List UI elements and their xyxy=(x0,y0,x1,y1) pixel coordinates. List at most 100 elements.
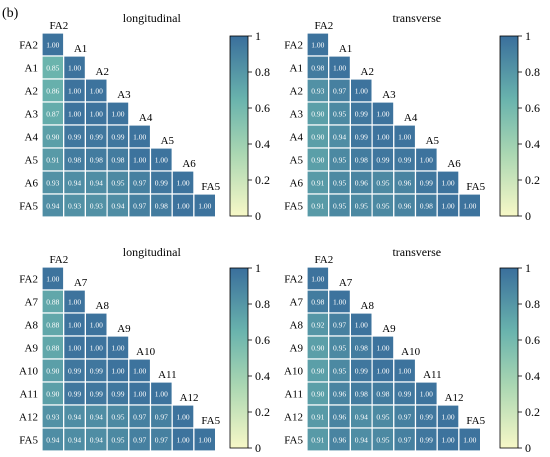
colorbar-tick-label: 0.2 xyxy=(525,173,540,187)
row-label: A9 xyxy=(290,343,304,355)
cell-value: 1.00 xyxy=(111,366,124,375)
column-label: A5 xyxy=(426,135,440,147)
column-label: A7 xyxy=(74,277,88,289)
cell-value: 0.98 xyxy=(355,389,368,398)
cell-value: 1.00 xyxy=(398,366,411,375)
cell-value: 0.99 xyxy=(355,366,368,375)
cell-value: 0.87 xyxy=(46,109,59,118)
cell-value: 0.94 xyxy=(68,435,81,444)
row-label: A5 xyxy=(290,155,304,167)
row-label: A2 xyxy=(290,86,303,98)
colorbar xyxy=(499,267,519,449)
cell-value: 0.91 xyxy=(311,412,324,421)
cell-value: 0.91 xyxy=(311,201,324,210)
colorbar-tick-label: 1 xyxy=(255,29,261,43)
cell-value: 0.99 xyxy=(420,178,433,187)
cell-value: 0.98 xyxy=(376,389,389,398)
column-label: A8 xyxy=(361,300,375,312)
column-label: A12 xyxy=(445,392,464,404)
row-label: A6 xyxy=(25,178,39,190)
cell-value: 1.00 xyxy=(376,343,389,352)
cell-value: 1.00 xyxy=(111,109,124,118)
chart-title: longitudinal xyxy=(123,11,182,25)
cell-value: 1.00 xyxy=(90,86,103,95)
cell-value: 1.00 xyxy=(111,343,124,352)
cell-value: 0.96 xyxy=(398,201,411,210)
colorbar-tick-label: 0 xyxy=(255,441,261,455)
cell-value: 0.95 xyxy=(376,178,389,187)
column-label: A3 xyxy=(117,89,131,101)
cell-value: 1.00 xyxy=(90,109,103,118)
row-label: A4 xyxy=(290,132,304,144)
column-label: A9 xyxy=(117,323,131,335)
column-label: A10 xyxy=(401,346,420,358)
cell-value: 0.99 xyxy=(90,389,103,398)
cell-value: 0.94 xyxy=(90,412,103,421)
colorbar-tick-label: 0.6 xyxy=(255,333,270,347)
colorbar-tick-label: 1 xyxy=(525,261,531,275)
cell-value: 1.00 xyxy=(176,412,189,421)
cell-value: 0.98 xyxy=(355,155,368,164)
row-label: A2 xyxy=(25,86,38,98)
column-label: FA2 xyxy=(49,254,68,266)
cell-value: 0.97 xyxy=(133,412,146,421)
column-label: FA5 xyxy=(466,181,485,193)
cell-value: 0.90 xyxy=(311,155,324,164)
cell-value: 0.92 xyxy=(311,320,324,329)
cell-value: 0.96 xyxy=(333,389,346,398)
cell-value: 1.00 xyxy=(176,201,189,210)
cell-value: 0.97 xyxy=(398,412,411,421)
cell-value: 0.95 xyxy=(333,109,346,118)
colorbar-tick-label: 0.6 xyxy=(525,333,540,347)
colorbar-tick-label: 0 xyxy=(525,441,531,455)
cell-value: 0.95 xyxy=(333,178,346,187)
cell-value: 0.95 xyxy=(333,155,346,164)
chart-title: longitudinal xyxy=(123,245,182,259)
cell-value: 0.88 xyxy=(46,343,59,352)
colorbar-tick-label: 1 xyxy=(255,261,261,275)
cell-value: 1.00 xyxy=(311,40,324,49)
row-label: FA5 xyxy=(284,435,303,447)
cell-value: 0.88 xyxy=(46,320,59,329)
cell-value: 0.97 xyxy=(333,86,346,95)
row-label: A7 xyxy=(290,297,304,309)
cell-value: 0.99 xyxy=(68,366,81,375)
cell-value: 0.99 xyxy=(376,155,389,164)
cell-value: 0.90 xyxy=(46,366,59,375)
cell-value: 1.00 xyxy=(68,320,81,329)
cell-value: 0.90 xyxy=(311,109,324,118)
column-label: A7 xyxy=(339,277,353,289)
row-label: A12 xyxy=(19,412,38,424)
cell-value: 0.98 xyxy=(111,155,124,164)
cell-value: 0.99 xyxy=(398,155,411,164)
cell-value: 1.00 xyxy=(441,201,454,210)
cell-value: 0.95 xyxy=(333,201,346,210)
row-label: A6 xyxy=(290,178,304,190)
column-label: FA2 xyxy=(49,20,68,32)
cell-value: 0.91 xyxy=(311,435,324,444)
colorbar xyxy=(499,35,519,217)
cell-value: 0.99 xyxy=(111,132,124,141)
cell-value: 0.95 xyxy=(111,435,124,444)
cell-value: 0.99 xyxy=(111,389,124,398)
column-label: A1 xyxy=(339,43,352,55)
cell-value: 0.97 xyxy=(333,320,346,329)
cell-value: 1.00 xyxy=(46,40,59,49)
cell-value: 1.00 xyxy=(155,389,168,398)
cell-value: 0.94 xyxy=(333,132,346,141)
row-label: FA2 xyxy=(284,274,303,286)
column-label: A3 xyxy=(382,89,396,101)
cell-value: 0.98 xyxy=(311,63,324,72)
cell-value: 0.95 xyxy=(111,178,124,187)
cell-value: 0.99 xyxy=(420,435,433,444)
cell-value: 1.00 xyxy=(133,155,146,164)
cell-value: 0.90 xyxy=(311,366,324,375)
column-label: A11 xyxy=(423,369,442,381)
cell-value: 0.94 xyxy=(355,435,368,444)
cell-value: 0.99 xyxy=(398,389,411,398)
column-label: A11 xyxy=(158,369,177,381)
column-label: FA5 xyxy=(201,415,220,427)
cell-value: 1.00 xyxy=(355,320,368,329)
cell-value: 1.00 xyxy=(355,86,368,95)
colorbar-tick-label: 0 xyxy=(525,209,531,223)
